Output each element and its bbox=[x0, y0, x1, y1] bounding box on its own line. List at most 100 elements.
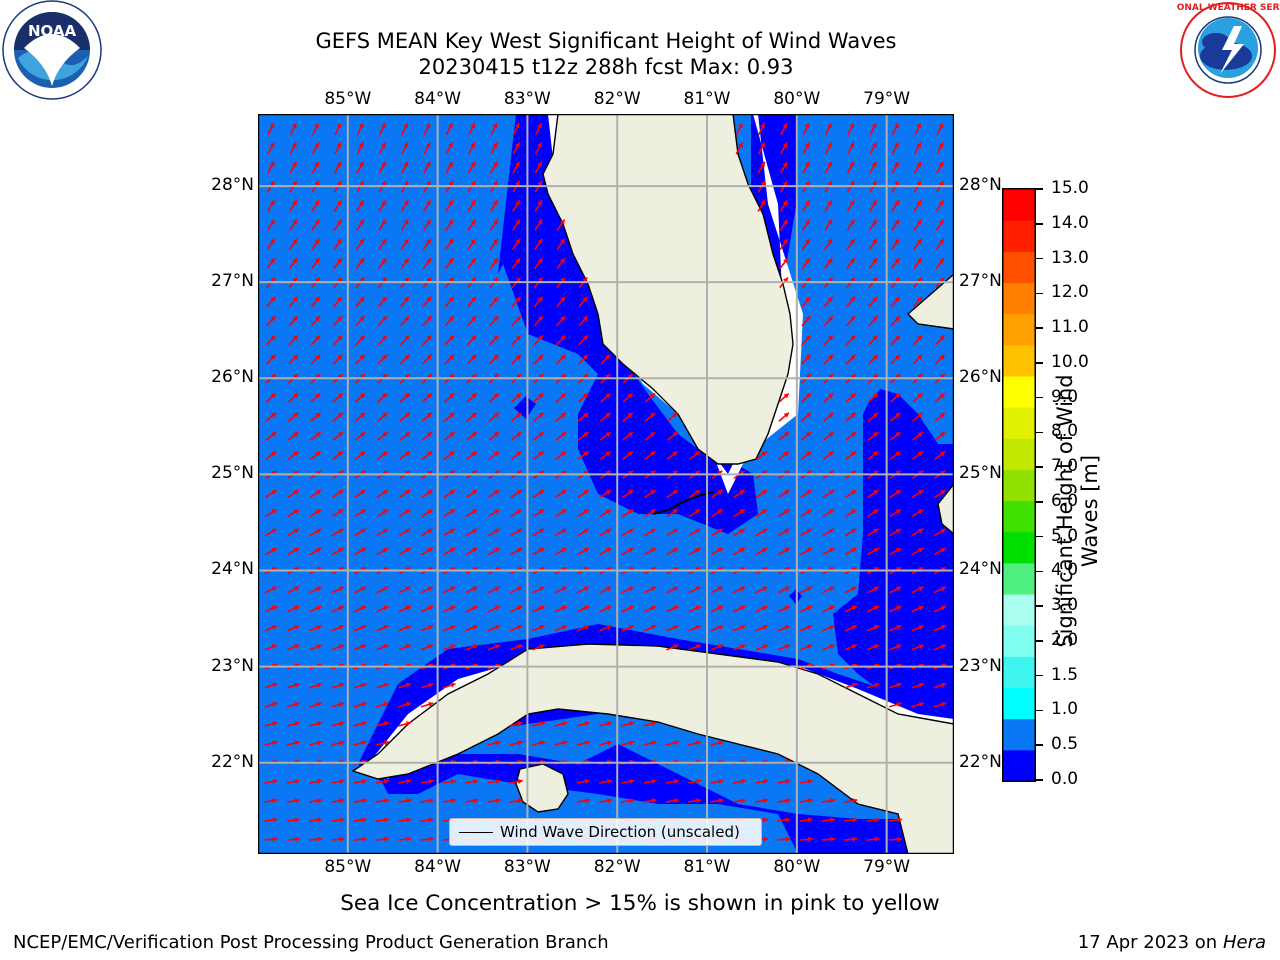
wind-wave-arrow bbox=[309, 682, 323, 689]
wind-wave-arrow bbox=[868, 334, 879, 346]
wind-wave-arrow bbox=[423, 161, 431, 174]
wind-wave-arrow bbox=[422, 199, 432, 212]
wind-wave-arrow bbox=[356, 142, 364, 155]
wind-wave-arrow bbox=[867, 508, 880, 518]
wind-wave-arrow bbox=[487, 624, 501, 632]
wind-wave-arrow bbox=[666, 528, 679, 537]
wind-wave-arrow bbox=[577, 528, 590, 537]
wind-wave-arrow bbox=[644, 431, 656, 441]
wind-wave-arrow bbox=[598, 778, 613, 784]
wind-wave-arrow bbox=[399, 315, 410, 327]
wind-wave-arrow bbox=[824, 122, 833, 136]
wind-wave-arrow bbox=[732, 644, 746, 651]
colorbar-tick-label: 1.5 bbox=[1051, 664, 1079, 685]
wind-wave-arrow bbox=[353, 701, 367, 708]
wind-wave-arrow bbox=[353, 644, 367, 651]
wind-wave-arrow bbox=[287, 450, 299, 460]
wind-wave-arrow bbox=[801, 296, 812, 308]
colorbar-tick bbox=[1036, 605, 1043, 607]
colorbar-tick bbox=[1036, 223, 1043, 225]
wind-wave-arrow bbox=[264, 836, 278, 842]
wind-wave-arrow bbox=[868, 257, 878, 270]
wind-wave-arrow bbox=[443, 431, 455, 441]
colorbar-tick bbox=[1036, 362, 1043, 364]
wind-wave-arrow bbox=[311, 142, 320, 155]
wind-wave-arrow bbox=[621, 778, 635, 784]
wind-wave-arrow bbox=[936, 142, 944, 155]
wind-wave-arrow bbox=[688, 740, 702, 746]
wind-wave-arrow bbox=[534, 238, 544, 250]
wind-wave-arrow bbox=[532, 528, 545, 537]
colorbar-tick-label: 13.0 bbox=[1051, 247, 1089, 268]
wind-wave-arrow bbox=[420, 586, 434, 594]
lon-label-top: 83°W bbox=[503, 89, 551, 109]
lon-label-bottom: 84°W bbox=[414, 857, 462, 877]
wind-wave-arrow bbox=[800, 586, 813, 594]
wind-wave-arrow bbox=[911, 528, 924, 537]
wind-wave-arrow bbox=[598, 740, 613, 746]
wind-wave-arrow bbox=[866, 817, 880, 823]
footer-machine: Hera bbox=[1222, 932, 1266, 953]
wind-wave-arrow bbox=[890, 238, 900, 250]
wind-wave-arrow bbox=[443, 508, 456, 518]
wind-wave-arrow bbox=[934, 528, 946, 537]
colorbar-segment bbox=[1003, 656, 1035, 689]
wind-wave-arrow bbox=[934, 489, 946, 499]
wind-wave-arrow bbox=[489, 199, 499, 212]
lat-label-left: 27°N bbox=[211, 271, 254, 292]
wind-wave-arrow bbox=[398, 701, 412, 708]
wind-wave-arrow bbox=[934, 392, 946, 403]
wind-wave-arrow bbox=[265, 354, 277, 365]
wind-wave-arrow bbox=[309, 701, 323, 708]
wind-wave-arrow bbox=[288, 296, 299, 308]
wind-wave-arrow bbox=[421, 354, 433, 365]
wind-wave-arrow bbox=[510, 528, 523, 537]
wind-wave-arrow bbox=[332, 412, 344, 422]
lat-label-left: 25°N bbox=[211, 463, 254, 484]
wind-wave-arrow bbox=[890, 257, 900, 270]
wind-wave-arrow bbox=[866, 605, 880, 613]
wind-wave-arrow bbox=[267, 122, 275, 136]
wind-wave-arrow bbox=[375, 798, 390, 804]
wind-wave-arrow bbox=[867, 354, 879, 365]
wind-wave-arrow bbox=[823, 257, 834, 270]
wind-wave-arrow bbox=[866, 682, 880, 689]
wind-wave-arrow bbox=[309, 836, 323, 842]
wind-wave-arrow bbox=[555, 412, 567, 422]
wind-wave-arrow bbox=[868, 199, 878, 212]
wind-wave-arrow bbox=[265, 489, 277, 499]
wind-wave-arrow bbox=[266, 315, 276, 327]
wind-wave-arrow bbox=[911, 547, 924, 556]
wind-wave-arrow bbox=[913, 238, 923, 250]
lon-label-bottom: 85°W bbox=[324, 857, 372, 877]
wind-wave-arrow bbox=[489, 257, 499, 270]
legend-line-swatch bbox=[459, 832, 493, 833]
wind-wave-arrow bbox=[844, 528, 857, 537]
wind-wave-arrow bbox=[889, 644, 902, 651]
wind-wave-arrow bbox=[331, 508, 344, 518]
wind-wave-arrow bbox=[512, 199, 521, 212]
colorbar-tick-label: 6.0 bbox=[1051, 490, 1079, 511]
wind-wave-arrow bbox=[444, 315, 455, 327]
wind-wave-arrow bbox=[286, 682, 300, 689]
wind-wave-arrow bbox=[844, 682, 858, 689]
wind-wave-arrow bbox=[735, 122, 743, 136]
wind-wave-arrow bbox=[377, 412, 388, 422]
wind-wave-arrow bbox=[577, 586, 590, 594]
wind-wave-arrow bbox=[398, 817, 412, 823]
wind-wave-arrow bbox=[333, 199, 343, 212]
wind-wave-arrow bbox=[888, 682, 902, 689]
wind-wave-arrow bbox=[264, 605, 278, 613]
wind-wave-arrow bbox=[288, 334, 299, 346]
wind-wave-arrow bbox=[333, 257, 343, 270]
wind-wave-arrow bbox=[443, 450, 456, 460]
wind-wave-arrow bbox=[288, 354, 299, 365]
wind-wave-arrow bbox=[534, 257, 544, 270]
wind-wave-arrow bbox=[891, 161, 900, 174]
wind-wave-arrow bbox=[511, 238, 521, 250]
wind-wave-arrow bbox=[576, 798, 590, 804]
wind-wave-arrow bbox=[286, 778, 300, 784]
wind-wave-arrow bbox=[509, 778, 523, 784]
wind-wave-arrow bbox=[554, 547, 567, 556]
wind-wave-arrow bbox=[866, 644, 880, 651]
